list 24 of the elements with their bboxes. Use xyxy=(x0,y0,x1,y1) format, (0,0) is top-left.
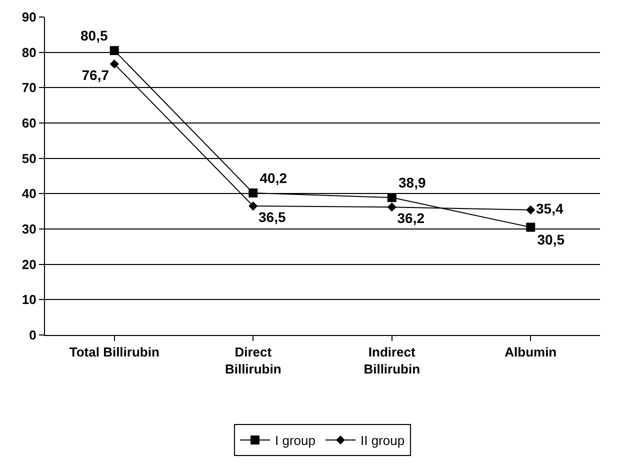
x-tick-label: Indirect Billirubin xyxy=(364,344,420,376)
y-tick-label: 70 xyxy=(22,80,36,96)
data-label: 36,5 xyxy=(258,208,286,225)
data-label: 40,2 xyxy=(260,170,288,186)
y-tick-label: 90 xyxy=(22,10,36,25)
data-label: 76,7 xyxy=(82,66,110,83)
y-tick-label: 40 xyxy=(22,186,36,202)
x-tick-label: Total Billirubin xyxy=(69,344,160,360)
legend-label: I group xyxy=(275,433,316,448)
y-tick-label: 50 xyxy=(22,150,36,166)
data-label: 35,4 xyxy=(536,200,564,216)
y-tick-label: 30 xyxy=(22,222,36,237)
y-tick-label: 10 xyxy=(22,292,36,308)
x-tick-label: Albumin xyxy=(504,344,557,360)
y-tick-label: 20 xyxy=(22,256,36,272)
data-label: 30,5 xyxy=(537,231,565,248)
y-tick-label: 80 xyxy=(22,44,36,60)
data-label: 80,5 xyxy=(80,27,108,44)
data-label: 38,9 xyxy=(398,174,426,190)
x-tick-label: Direct Billirubin xyxy=(224,344,282,376)
data-label: 36,2 xyxy=(397,210,425,226)
y-tick-label: 0 xyxy=(29,328,36,343)
legend-label: II group xyxy=(360,433,405,448)
y-tick-label: 60 xyxy=(22,116,36,131)
